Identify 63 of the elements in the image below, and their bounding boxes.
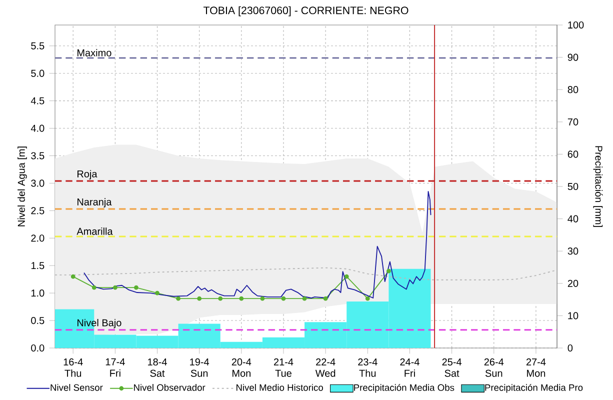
point (260, 296, 265, 301)
ref-line-label: Naranja (78, 198, 112, 208)
x-tick-label: 22-4 Wed (315, 358, 336, 377)
ref-line-label: Roja (78, 170, 98, 180)
y2-tick-label: 20 (568, 280, 578, 287)
y2-axis-title: Precipitación [mm] (593, 146, 603, 227)
x-tick-label: 23-4 Thu (358, 358, 378, 377)
y-tick-label: 4.5 (30, 97, 44, 104)
point (365, 296, 370, 301)
legend-label: Nivel Medio Historico (236, 384, 323, 391)
point (155, 290, 160, 296)
y2-tick-label: 60 (568, 150, 578, 158)
chart-title: TOBIA [23067060] - CORRIENTE: NEGRO (203, 6, 408, 16)
point (218, 296, 223, 301)
x-tick-label: 24-4 Fri (400, 358, 420, 377)
y2-tick-label: 40 (568, 215, 578, 222)
y-tick-label: 2.5 (31, 207, 44, 214)
y2-tick-label: 100 (568, 21, 584, 29)
point (112, 285, 118, 290)
point (239, 296, 244, 301)
x-tick-label: 27-4 Mon (526, 358, 546, 377)
point (70, 274, 76, 279)
x-tick-label: 20-4 Mon (232, 358, 252, 377)
y-tick-label: 1.5 (31, 262, 44, 270)
y-axis-title: Nivel del Agua [m] (18, 146, 27, 226)
y-tick-label: 2.0 (31, 234, 44, 242)
point (323, 296, 328, 301)
x-tick-label: 26-4 Sun (484, 358, 504, 377)
x-tick-label: 19-4 Sun (190, 358, 210, 377)
point (344, 274, 349, 279)
y2-tick-label: 80 (568, 86, 578, 94)
x-tick-label: 21-4 Tue (274, 358, 294, 377)
y-tick-label: 3.0 (31, 180, 44, 187)
y-tick-label: 5.5 (31, 42, 44, 50)
y-tick-label: 5.0 (31, 70, 44, 77)
ref-line-label: Amarilla (76, 228, 113, 235)
point (386, 268, 391, 274)
ref-line-label: Maximo (78, 49, 112, 56)
x-tick-label: 16-4 Thu (64, 358, 83, 377)
legend-label: Nivel Observador (134, 384, 206, 391)
point (281, 296, 286, 301)
y2-tick-label: 50 (568, 182, 578, 190)
y-tick-label: 4.0 (30, 124, 44, 132)
y2-tick-label: 70 (568, 118, 578, 126)
x-tick-label: 25-4 Sat (442, 358, 462, 377)
y2-tick-label: 10 (568, 312, 578, 320)
point (302, 296, 307, 301)
y-tick-label: 0.0 (31, 344, 44, 352)
y-tick-label: 1.0 (31, 290, 44, 297)
legend-label: Precipitación Media Pro (485, 384, 583, 393)
y-tick-label: 0.5 (31, 316, 44, 324)
x-tick-label: 17-4 Fri (106, 358, 125, 377)
y-tick-label: 3.5 (31, 152, 44, 160)
point (197, 296, 202, 301)
legend-label: Nivel Sensor (50, 384, 103, 391)
point (134, 285, 138, 290)
y2-tick-label: 0 (568, 344, 573, 352)
legend-label: Precipitación Media Obs (354, 384, 454, 393)
y2-tick-label: 30 (568, 248, 578, 255)
point (176, 296, 180, 301)
x-tick-label: 18-4 Sat (148, 358, 167, 377)
y2-tick-label: 90 (568, 54, 578, 61)
point (92, 285, 96, 290)
